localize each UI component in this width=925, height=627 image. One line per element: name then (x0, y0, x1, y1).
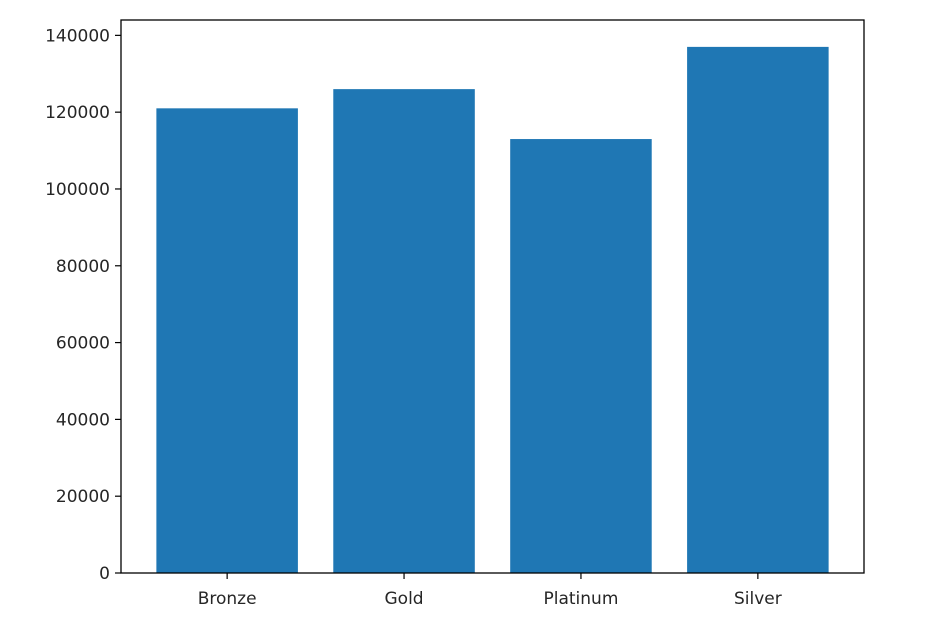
bar-platinum (510, 139, 652, 573)
y-tick-label: 140000 (45, 26, 110, 46)
y-tick-label: 120000 (45, 103, 110, 123)
y-tick-label: 100000 (45, 180, 110, 200)
y-tick-label: 20000 (56, 487, 110, 507)
y-axis: 0 20000 40000 60000 80000 100000 120000 140000 (45, 26, 121, 584)
x-tick-label: Silver (734, 589, 782, 609)
y-tick-label: 80000 (56, 257, 110, 277)
bar-silver (687, 46, 829, 573)
y-tick-label: 40000 (56, 410, 110, 430)
y-tick-label: 60000 (56, 334, 110, 354)
plot-frame (120, 19, 865, 574)
y-tick-label: 0 (99, 564, 110, 584)
bars-group (156, 46, 829, 573)
x-tick-label: Platinum (544, 589, 619, 609)
x-tick-label: Gold (385, 589, 424, 609)
x-axis: Bronze Gold Platinum Silver (198, 573, 782, 609)
x-tick-label: Bronze (198, 589, 257, 609)
bar-gold (333, 89, 475, 573)
bar-bronze (156, 108, 298, 573)
